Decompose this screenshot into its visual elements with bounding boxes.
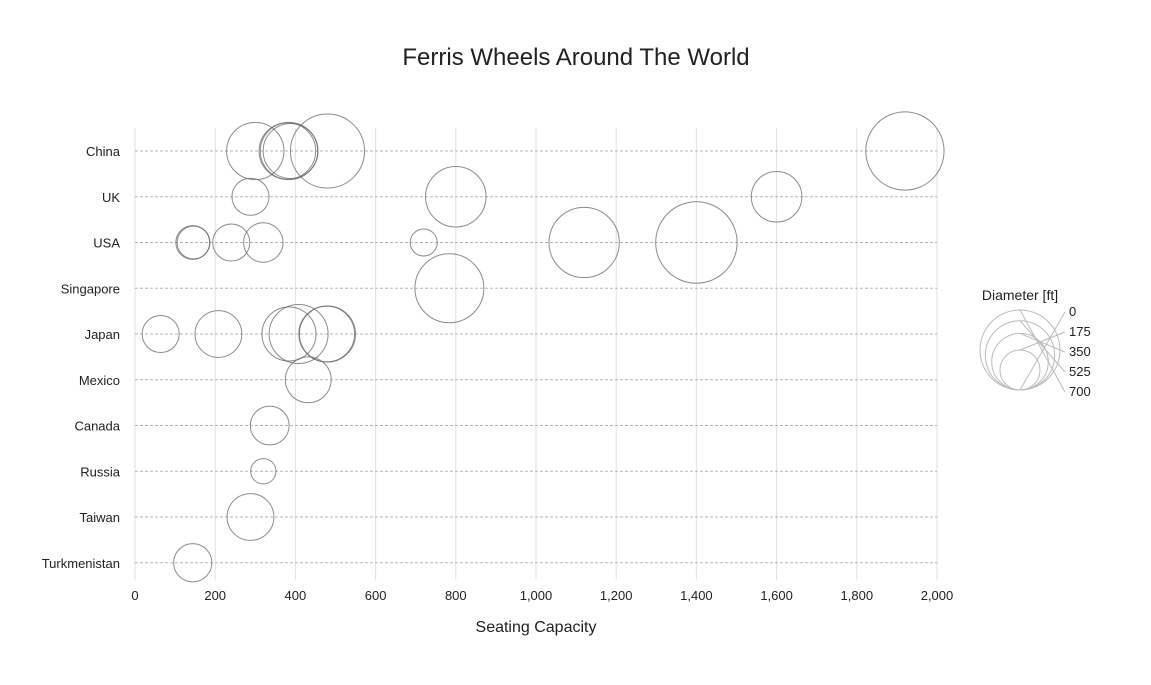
x-axis-label: Seating Capacity [476, 619, 597, 636]
y-tick-label: Turkmenistan [42, 556, 120, 571]
x-tick-label: 600 [365, 588, 387, 603]
x-tick-label: 1,400 [680, 588, 713, 603]
bubble[interactable] [655, 201, 738, 284]
bubble[interactable] [409, 228, 438, 257]
bubble[interactable] [261, 306, 317, 362]
bubble[interactable] [226, 121, 285, 181]
size-legend: Diameter [ft] 0 175 350 525 700 [979, 287, 1091, 399]
size-legend-label: 350 [1069, 344, 1091, 359]
y-tick-label: Singapore [61, 281, 120, 296]
chart-title: Ferris Wheels Around The World [402, 44, 749, 71]
x-tick-label: 1,200 [600, 588, 633, 603]
y-tick-label: Taiwan [80, 510, 120, 525]
x-tick-label: 200 [204, 588, 226, 603]
x-tick-label: 1,000 [520, 588, 553, 603]
x-tick-label: 0 [131, 588, 138, 603]
bubble[interactable] [226, 493, 275, 541]
bubble[interactable] [141, 314, 180, 354]
bubble[interactable] [289, 113, 366, 189]
size-legend-circle [999, 349, 1041, 391]
bubble[interactable] [243, 222, 284, 263]
bubble[interactable] [231, 177, 270, 216]
y-tick-label: Mexico [79, 373, 120, 388]
bubbles [141, 111, 945, 583]
y-tick-label: China [86, 144, 121, 159]
size-legend-leader [1019, 320, 1066, 373]
size-legend-label: 525 [1069, 364, 1091, 379]
size-legend-leader [1019, 309, 1066, 393]
size-legend-label: 175 [1069, 324, 1091, 339]
x-axis: 0 200 400 600 800 1,000 1,200 1,400 1,600 1,800 2,… [131, 588, 953, 603]
size-legend-circle [984, 320, 1056, 391]
bubble[interactable] [194, 310, 243, 358]
y-axis: China UK USA Singapore Japan Mexico Canada Russ… [42, 144, 121, 571]
bubble[interactable] [548, 206, 620, 279]
bubble[interactable] [249, 405, 290, 446]
size-legend-leader [1019, 331, 1066, 351]
x-tick-label: 2,000 [921, 588, 954, 603]
bubble[interactable] [212, 223, 251, 262]
bubble[interactable] [865, 111, 945, 191]
x-tick-label: 800 [445, 588, 467, 603]
bubble[interactable] [425, 166, 487, 228]
y-tick-label: USA [93, 236, 120, 251]
bubble[interactable] [414, 253, 485, 324]
bubble[interactable] [268, 304, 329, 364]
size-legend-label: 700 [1069, 384, 1091, 399]
grid [134, 128, 938, 580]
bubble[interactable] [284, 356, 332, 404]
x-tick-label: 1,600 [760, 588, 793, 603]
bubble[interactable] [262, 123, 319, 179]
bubble[interactable] [176, 225, 211, 260]
y-tick-label: Japan [85, 327, 120, 342]
bubble[interactable] [298, 305, 356, 363]
y-tick-label: Canada [74, 419, 120, 434]
x-tick-label: 1,800 [841, 588, 874, 603]
x-tick-label: 400 [285, 588, 307, 603]
size-legend-label: 0 [1069, 304, 1076, 319]
bubble[interactable] [173, 543, 213, 583]
bubble[interactable] [250, 458, 277, 485]
y-tick-label: Russia [80, 464, 121, 479]
bubble[interactable] [750, 170, 803, 223]
size-legend-title: Diameter [ft] [982, 287, 1058, 303]
y-tick-label: UK [102, 190, 120, 205]
size-legend-leader [1019, 332, 1066, 353]
